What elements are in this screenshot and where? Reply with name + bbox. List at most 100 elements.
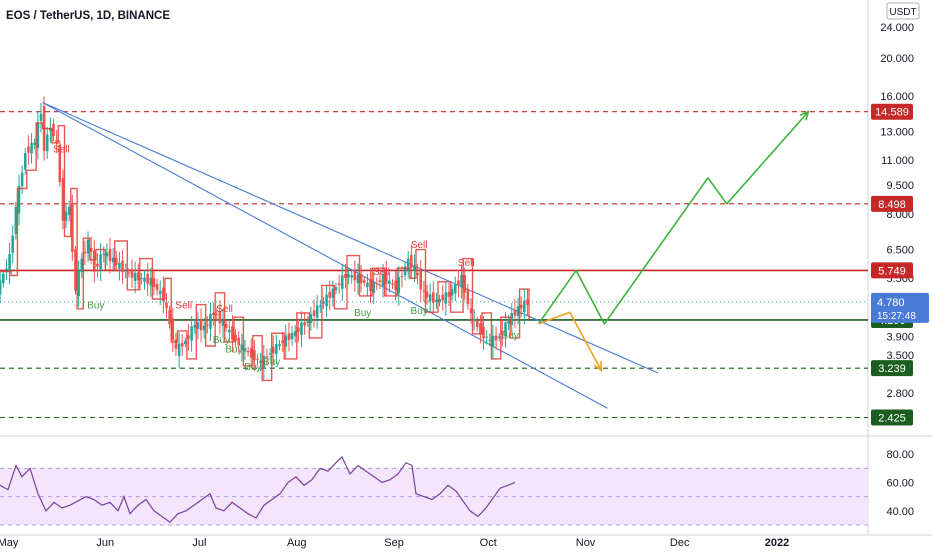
supertrend-line [0, 122, 530, 382]
candle-body [337, 283, 341, 286]
candle-body [8, 254, 11, 272]
candle-body [36, 123, 40, 148]
candle-body [331, 288, 335, 298]
candle-body [416, 273, 419, 275]
candle-body [290, 332, 294, 340]
rsi-line [0, 455, 516, 523]
price-tick-label: 9.500 [886, 180, 914, 192]
signal-buy: Buy [87, 300, 104, 311]
trendline [42, 102, 608, 409]
level-tag-label: 8.498 [878, 199, 906, 211]
price-tick-label: 2.800 [886, 388, 914, 400]
candle-body [96, 263, 99, 267]
signal-sell: Sell [458, 258, 475, 269]
level-tag-label: 5.749 [878, 265, 906, 277]
candle-body [406, 258, 410, 271]
candle-body [428, 294, 432, 302]
candle-body [362, 280, 366, 283]
candle-body [485, 336, 488, 338]
candle-body [174, 339, 178, 349]
time-tick-label: Sep [384, 537, 404, 549]
candle-body [80, 258, 84, 273]
signal-buy: Buy [213, 335, 230, 346]
symbol-title: EOS / TetherUS, 1D, BINANCE [6, 10, 170, 22]
candle-body [30, 142, 33, 154]
candle-body [256, 358, 259, 360]
candle-body [86, 239, 90, 254]
candle-body [20, 172, 24, 187]
candle-body [249, 348, 253, 358]
time-tick-label: Jun [96, 537, 114, 549]
candle-body [52, 123, 55, 136]
candle-body [168, 310, 171, 325]
candle-body [300, 322, 303, 336]
candle-body [215, 314, 219, 316]
price-tick-label: 16.000 [880, 91, 914, 103]
candle-body [435, 299, 438, 302]
candle-body [39, 113, 43, 121]
candle-body [14, 207, 18, 234]
candle-body [413, 265, 416, 271]
candle-body [432, 292, 435, 303]
candle-body [17, 185, 21, 214]
candle-body [325, 294, 328, 307]
candle-body [340, 275, 344, 289]
candle-body [136, 272, 140, 281]
candle-body [466, 289, 470, 305]
candle-body [359, 273, 363, 283]
candle-body [55, 140, 58, 143]
candle-body [519, 304, 523, 309]
candle-body [118, 262, 121, 269]
current-price-label: 4.780 [877, 297, 905, 309]
candle-body [218, 310, 222, 324]
candle-body [149, 277, 153, 286]
price-tick-label: 3.500 [886, 350, 914, 362]
candle-body [475, 320, 479, 328]
level-tag [871, 195, 913, 212]
candle-body [99, 254, 102, 270]
level-tag-label: 14.589 [875, 107, 909, 119]
candle-body [372, 282, 375, 293]
candle-body [397, 277, 401, 294]
candle-body [460, 274, 463, 288]
price-tick-label: 11.000 [881, 155, 914, 167]
candle-body [328, 292, 332, 298]
candle-body [309, 314, 313, 324]
candle-body [438, 298, 441, 302]
candle-body [319, 305, 322, 307]
candle-body [516, 306, 520, 316]
candle-body [472, 318, 476, 321]
candle-body [303, 322, 306, 326]
candle-body [61, 178, 65, 221]
signal-sell: Sell [175, 300, 192, 311]
bearish-projection [538, 311, 602, 371]
candle-body [133, 272, 137, 281]
candle-body [187, 335, 190, 339]
signal-sell: Sell [53, 144, 70, 155]
candle-body [71, 203, 74, 252]
time-axis[interactable]: May Jun Jul Aug Sep Oct Nov Dec 2022 [0, 537, 789, 549]
candle-body [1, 273, 5, 284]
signal-buy: Buy [0, 283, 1, 294]
candle-body [45, 134, 49, 151]
price-axis[interactable]: 24.000 20.000 16.000 13.000 11.000 9.500 8.000… [880, 22, 914, 400]
level-tag [871, 103, 913, 120]
candle-body [350, 275, 353, 278]
price-tick-label: 6.500 [886, 244, 914, 256]
candle-body [312, 310, 316, 316]
signal-buy: Buy [244, 362, 261, 373]
candle-body [375, 283, 379, 285]
candle-body [275, 344, 278, 355]
level-tag [871, 360, 913, 377]
candle-body [306, 319, 310, 323]
candle-body [27, 146, 30, 153]
candle-body [344, 274, 347, 278]
candle-body [114, 257, 118, 265]
candle-body [284, 335, 288, 347]
candle-body [453, 284, 457, 294]
currency-button[interactable]: USDT [886, 2, 920, 20]
candle-body [334, 287, 338, 291]
candle-body [403, 266, 407, 276]
candle-body [400, 275, 404, 277]
